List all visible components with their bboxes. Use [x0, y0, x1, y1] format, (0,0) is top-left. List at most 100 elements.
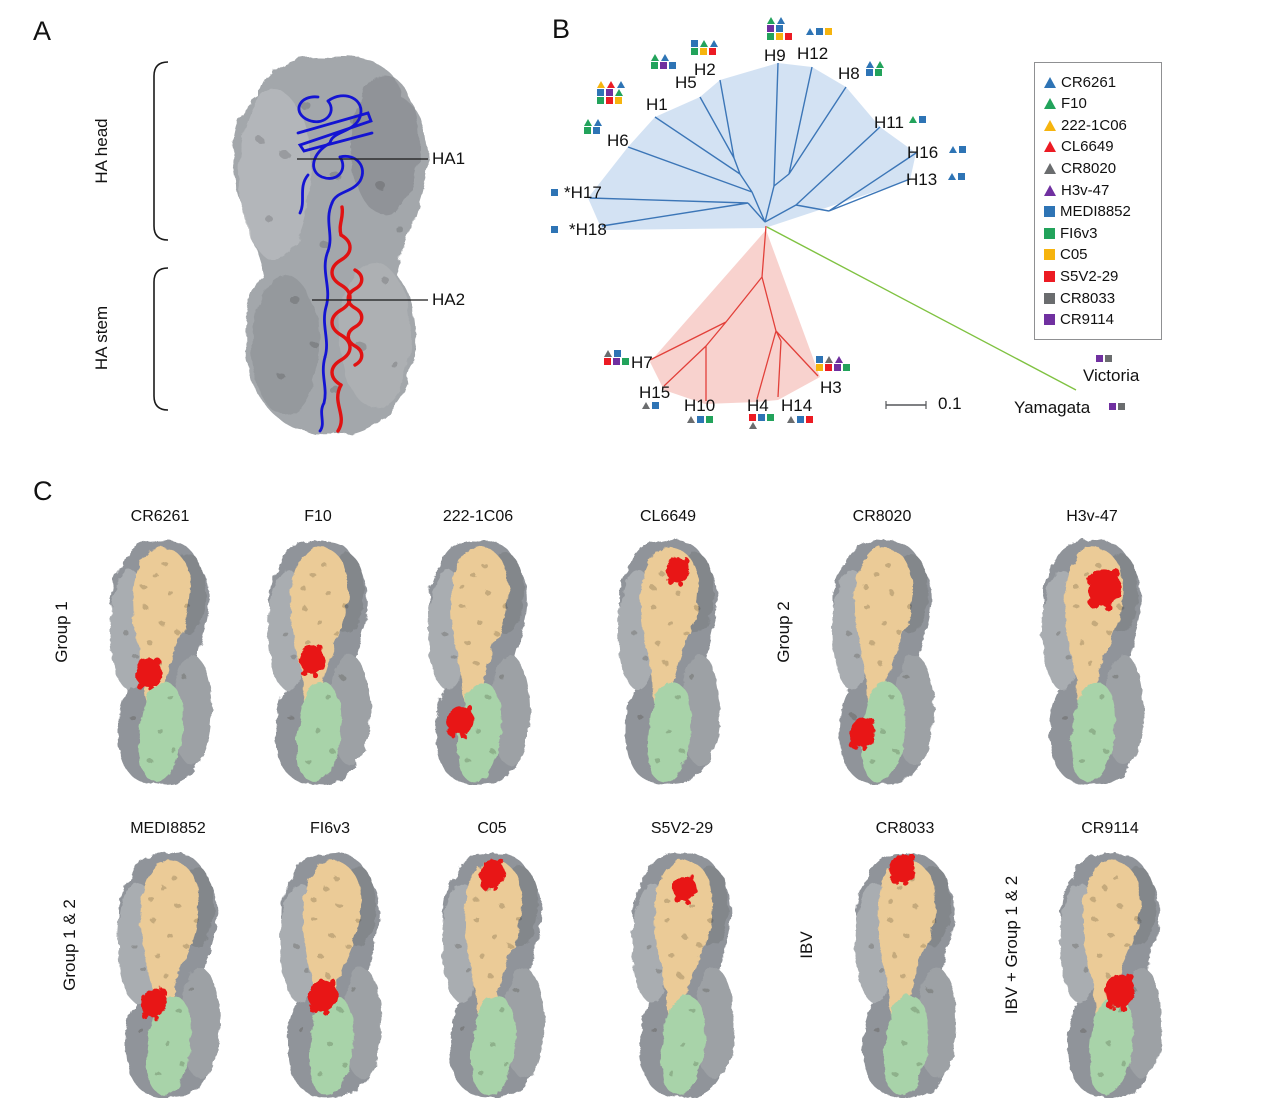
- marker-triangle-green: [700, 40, 708, 47]
- group2-shade: [650, 230, 820, 404]
- marker-square-green: [622, 358, 629, 365]
- marker-square-purple: [834, 364, 841, 371]
- ha2-label: HA2: [432, 290, 466, 309]
- marker-square-red: [749, 414, 756, 421]
- taxon-markers-H8: [866, 61, 884, 77]
- ha1-ribbon: [296, 94, 374, 433]
- legend-item-F10: F10: [1044, 96, 1159, 111]
- taxon-markers-H15: [642, 402, 659, 410]
- structure-CR8020: [822, 535, 942, 785]
- marker-square-red: [604, 358, 611, 365]
- taxon-markers-H2: [691, 40, 718, 56]
- marker-square-green: [584, 127, 591, 134]
- structure-title-222-1C06: 222-1C06: [442, 508, 514, 525]
- taxon-label-H18: *H18: [569, 220, 607, 239]
- marker-square-purple: [606, 89, 613, 96]
- group2-branches: [649, 225, 819, 401]
- marker-triangle-green: [584, 119, 592, 126]
- taxon-label-H16: H16: [907, 143, 939, 162]
- marker-triangle-green: [615, 89, 623, 96]
- marker-square-red: [1044, 271, 1055, 283]
- taxon-label-Victoria: Victoria: [1083, 366, 1140, 385]
- taxon-label-Yamagata: Yamagata: [1014, 398, 1091, 417]
- ha-stem-bracket: [153, 267, 169, 411]
- marker-square-gray: [1105, 355, 1112, 362]
- ha-structure-render: [110, 540, 212, 785]
- taxon-markers-H7: [604, 350, 629, 366]
- group-label-Group-2: Group 2: [774, 601, 793, 663]
- marker-triangle-blue: [866, 61, 874, 68]
- marker-square-green: [706, 416, 713, 423]
- panel-a-annotation-lines: [153, 61, 428, 411]
- marker-square-blue: [919, 116, 926, 123]
- marker-square-green: [597, 97, 604, 104]
- epitope-patch: [848, 717, 875, 752]
- marker-square-yellow: [1044, 249, 1055, 261]
- legend-label: F10: [1061, 95, 1087, 113]
- antibody-legend: CR6261 F10 222-1C06 CL6649 CR8020 H3v-47 MEDI8…: [1034, 62, 1162, 340]
- marker-square-blue: [758, 414, 765, 421]
- legend-item-CR9114: CR9114: [1044, 312, 1159, 327]
- marker-square-blue: [776, 25, 783, 32]
- taxon-markers-H6: [584, 119, 602, 135]
- legend-label: C05: [1060, 246, 1088, 264]
- marker-triangle-gray: [642, 402, 650, 409]
- structure-title-CR9114: CR9114: [1081, 820, 1139, 837]
- marker-triangle-blue: [777, 17, 785, 24]
- structure-title-MEDI8852: MEDI8852: [130, 820, 206, 837]
- ha2-ribbon: [330, 205, 364, 433]
- panel-b-label: B: [552, 14, 571, 44]
- marker-triangle-blue: [661, 54, 669, 61]
- marker-square-blue: [551, 189, 558, 196]
- structure-FI6v3: [270, 848, 390, 1098]
- structure-S5V2-29: [622, 848, 742, 1098]
- legend-item-CR6261: CR6261: [1044, 75, 1159, 90]
- taxon-markers-H12: [806, 28, 832, 36]
- taxon-label-H9: H9: [764, 46, 786, 65]
- taxon-label-H3: H3: [820, 378, 842, 397]
- marker-square-blue: [614, 350, 621, 357]
- taxon-markers-H14: [787, 416, 813, 424]
- legend-item-S5V2-29: S5V2-29: [1044, 269, 1159, 284]
- taxon-label-H4: H4: [747, 396, 769, 415]
- marker-triangle-yellow: [1044, 119, 1056, 131]
- marker-square-red: [709, 48, 716, 55]
- group-label-IBV-Group-1-2: IBV + Group 1 & 2: [1002, 875, 1021, 1015]
- marker-square-yellow: [825, 28, 832, 35]
- marker-square-green: [875, 69, 882, 76]
- ha-structure-render: [1060, 853, 1162, 1098]
- marker-square-purple: [1044, 314, 1055, 326]
- marker-square-green: [651, 62, 658, 69]
- ha-head-label: HA head: [92, 118, 111, 184]
- marker-square-red: [606, 97, 613, 104]
- epitope-patch: [479, 858, 505, 892]
- marker-square-red: [806, 416, 813, 423]
- marker-square-yellow: [816, 364, 823, 371]
- taxon-markers-H10: [687, 416, 713, 424]
- marker-square-purple: [660, 62, 667, 69]
- ha-surface-gray: [232, 56, 428, 436]
- epitope-patch: [666, 557, 690, 587]
- taxon-label-H13: H13: [906, 170, 938, 189]
- taxon-label-H2: H2: [694, 60, 716, 79]
- marker-square-green: [691, 48, 698, 55]
- epitope-patch: [299, 645, 325, 679]
- structure-title-H3v-47: H3v-47: [1066, 508, 1118, 525]
- marker-triangle-purple: [835, 356, 843, 363]
- epitope-patch: [446, 705, 474, 739]
- group-label-Group-1: Group 1: [52, 601, 71, 663]
- marker-square-red: [785, 33, 792, 40]
- marker-square-yellow: [776, 33, 783, 40]
- marker-square-blue: [816, 28, 823, 35]
- taxon-label-H7: H7: [631, 353, 653, 372]
- structure-CL6649: [608, 535, 728, 785]
- taxon-label-H12: H12: [797, 44, 829, 63]
- taxon-markers-Yamagata: [1109, 403, 1125, 411]
- taxon-label-H11: H11: [874, 113, 904, 132]
- structure-title-CR6261: CR6261: [130, 508, 190, 525]
- marker-square-purple: [613, 358, 620, 365]
- taxon-markers-H4: [749, 414, 774, 430]
- legend-label: FI6v3: [1060, 224, 1098, 242]
- marker-square-blue: [816, 356, 823, 363]
- structure-title-C05: C05: [477, 820, 507, 837]
